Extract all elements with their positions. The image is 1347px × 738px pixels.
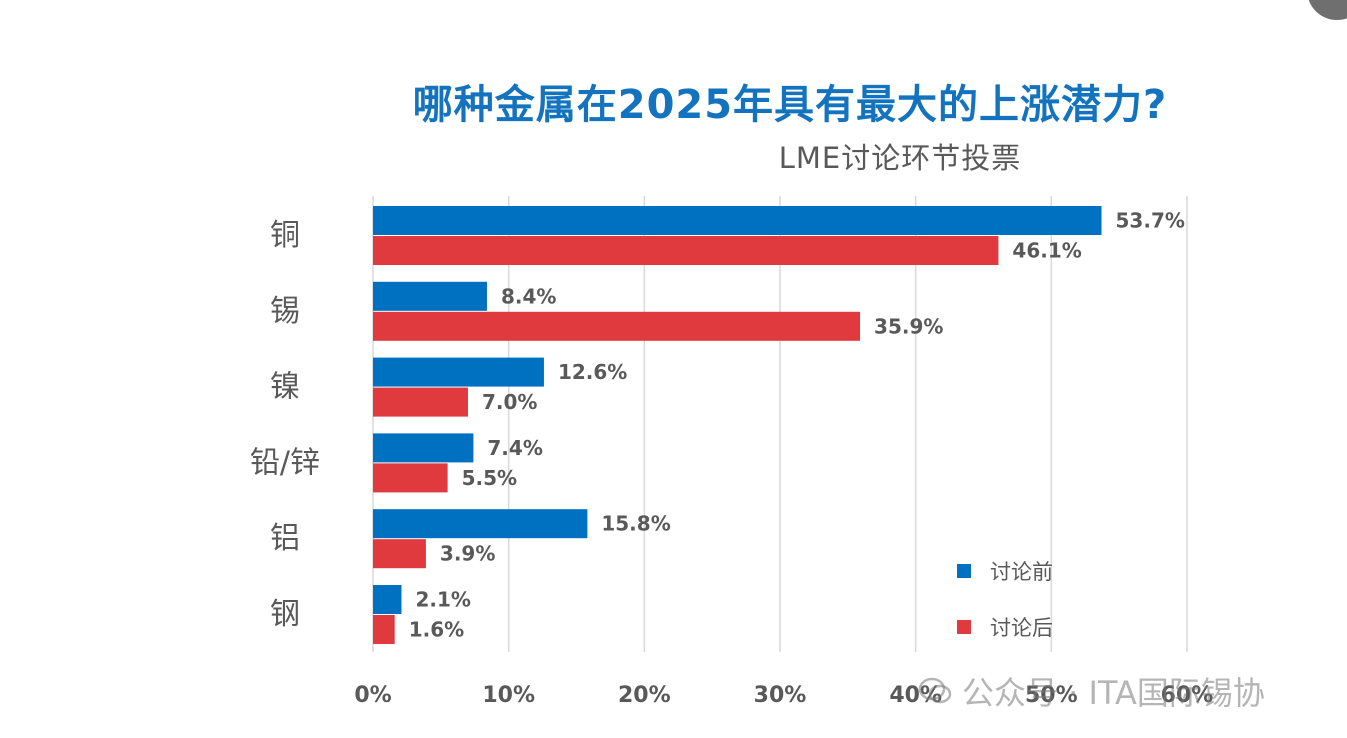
bar-after [373,463,448,493]
data-label: 7.4% [487,436,542,460]
bar-before [373,433,474,463]
bar-after [373,615,395,644]
legend-label: 讨论后 [990,616,1053,640]
data-label: 15.8% [601,512,670,536]
bar-after [373,236,999,265]
x-tick-label: 0% [354,683,391,708]
data-label: 53.7% [1116,209,1185,233]
bar-before [373,206,1102,235]
category-label: 铜 [270,218,300,253]
bar-before [373,585,402,614]
bar-after [373,387,468,417]
legend-label: 讨论前 [990,560,1053,584]
x-tick-label: 50% [1025,683,1078,708]
category-label: 钢 [270,597,300,632]
category-label: 铝 [270,521,300,556]
x-tick-label: 10% [482,683,535,708]
category-label: 铅/锌 [250,445,320,480]
data-label: 1.6% [409,618,464,642]
bar-before [373,357,544,387]
data-label: 3.9% [440,542,495,566]
legend-swatch [957,564,971,578]
data-label: 12.6% [558,360,627,384]
data-label: 7.0% [482,390,537,414]
data-label: 5.5% [462,466,517,490]
data-label: 46.1% [1012,239,1081,263]
bar-before [373,509,588,539]
watermark: 公众号 · ITA国际锡协 [918,668,1265,714]
bar-before [373,281,487,311]
x-tick-label: 20% [618,683,671,708]
chart-title: 哪种金属在2025年具有最大的上涨潜力? [412,82,1168,128]
x-tick-label: 60% [1161,683,1214,708]
data-label: 2.1% [415,588,470,612]
category-label: 锡 [270,294,300,329]
watermark-text: 公众号 · ITA国际锡协 [962,674,1265,712]
x-tick-label: 30% [754,683,807,708]
category-label: 镍 [270,370,300,405]
legend-swatch [957,620,971,634]
chart-subtitle: LME讨论环节投票 [778,141,1022,175]
bar-after [373,311,861,341]
wechat-icon [918,677,952,704]
data-label: 8.4% [501,284,556,308]
bar-after [373,539,426,569]
data-label: 35.9% [874,314,943,338]
